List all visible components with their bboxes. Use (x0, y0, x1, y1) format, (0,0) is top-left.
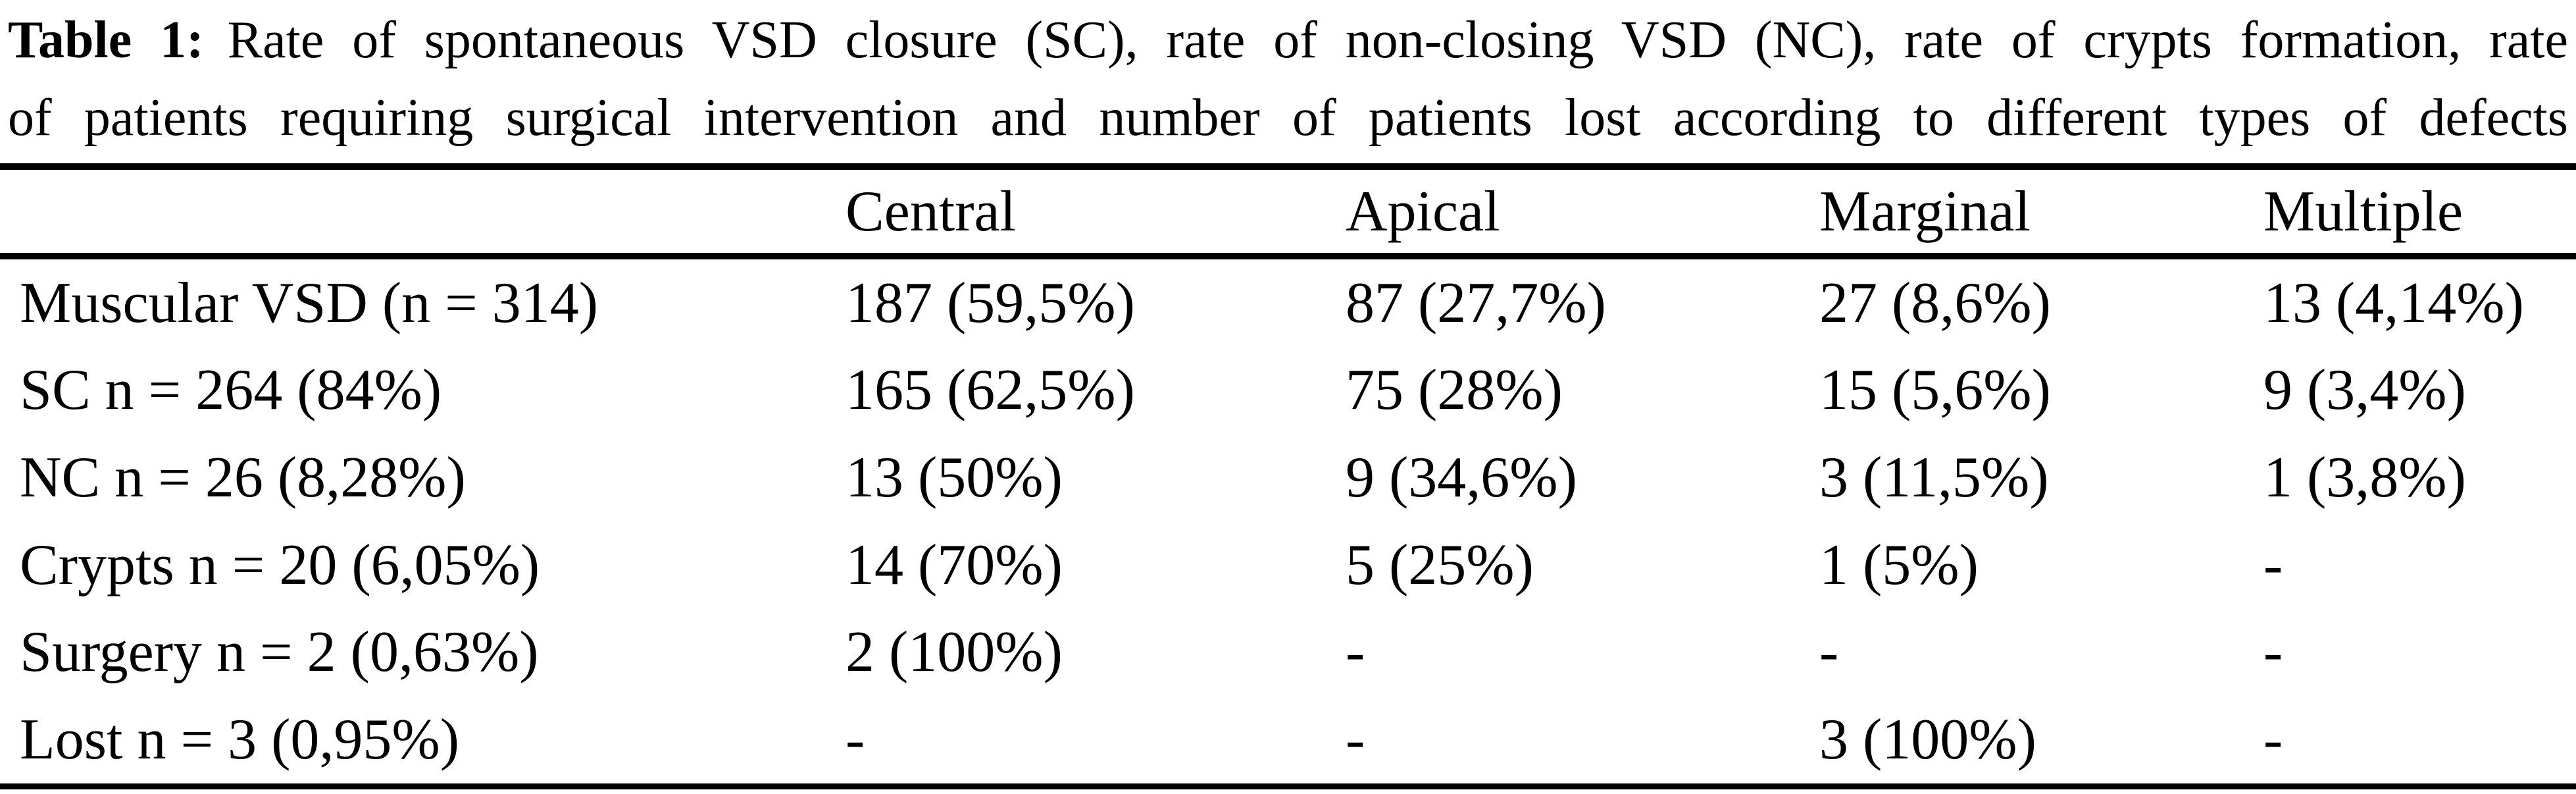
data-cell-central: 13 (50%) (846, 446, 1063, 510)
row-label-cell: Muscular VSD (n = 314) (20, 271, 599, 335)
table-caption-text-line1: Rate of spontaneous VSD closure (SC), ra… (227, 11, 2569, 69)
table-row: Surgery n = 2 (0,63%) 2 (100%) - - - (0, 609, 2576, 697)
data-cell-marginal: - (1819, 620, 1839, 685)
table-row: SC n = 264 (84%) 165 (62,5%) 75 (28%) 15… (0, 347, 2576, 435)
data-cell-central: - (846, 708, 865, 772)
data-cell-multiple: - (2263, 533, 2283, 597)
table-row: Muscular VSD (n = 314) 187 (59,5%) 87 (2… (0, 259, 2576, 347)
data-cell-central: 187 (59,5%) (846, 271, 1135, 335)
data-cell-apical: 5 (25%) (1346, 533, 1534, 597)
table-bottom-rule (0, 783, 2576, 789)
data-cell-central: 165 (62,5%) (846, 358, 1135, 423)
table-row: Crypts n = 20 (6,05%) 14 (70%) 5 (25%) 1… (0, 521, 2576, 609)
data-cell-central: 14 (70%) (846, 533, 1063, 597)
data-table-body: Muscular VSD (n = 314) 187 (59,5%) 87 (2… (0, 259, 2576, 783)
data-cell-marginal: 1 (5%) (1819, 533, 1979, 597)
data-cell-marginal: 15 (5,6%) (1819, 358, 2051, 423)
row-label-cell: Crypts n = 20 (6,05%) (20, 533, 540, 597)
column-header-multiple: Multiple (2263, 179, 2463, 244)
data-cell-multiple: 1 (3,8%) (2263, 446, 2466, 510)
data-cell-apical: - (1346, 620, 1365, 685)
caption-line1: Table 1: Rate of spontaneous VSD closure … (8, 11, 2568, 69)
data-cell-apical: 9 (34,6%) (1346, 446, 1577, 510)
column-header-central: Central (846, 179, 1017, 244)
table-caption-label: Table 1: (8, 11, 204, 69)
row-label-cell: Lost n = 3 (0,95%) (20, 708, 459, 772)
table-row: NC n = 26 (8,28%) 13 (50%) 9 (34,6%) 3 (… (0, 434, 2576, 521)
data-cell-multiple: 13 (4,14%) (2263, 271, 2524, 335)
data-cell-marginal: 3 (11,5%) (1819, 446, 2049, 510)
table-row: Lost n = 3 (0,95%) - - 3 (100%) - (0, 696, 2576, 783)
data-cell-apical: 87 (27,7%) (1346, 271, 1606, 335)
data-cell-central: 2 (100%) (846, 620, 1063, 685)
table-caption: Table 1: Rate of spontaneous VSD closure … (8, 1, 2568, 157)
data-cell-apical: 75 (28%) (1346, 358, 1563, 423)
row-label-cell: Surgery n = 2 (0,63%) (20, 620, 539, 685)
row-label-cell: SC n = 264 (84%) (20, 358, 442, 423)
data-cell-marginal: 27 (8,6%) (1819, 271, 2051, 335)
column-header-marginal: Marginal (1819, 179, 2031, 244)
data-cell-multiple: 9 (3,4%) (2263, 358, 2466, 423)
data-cell-apical: - (1346, 708, 1365, 772)
data-cell-multiple: - (2263, 620, 2283, 685)
table-top-rule (0, 163, 2576, 170)
row-label-cell: NC n = 26 (8,28%) (20, 446, 466, 510)
table-header-rule (0, 253, 2576, 259)
column-header-apical: Apical (1346, 179, 1500, 244)
table-caption-text-line2: of patients requiring surgical intervent… (8, 89, 2568, 147)
data-cell-multiple: - (2263, 708, 2283, 772)
table-header-row: Central Apical Marginal Multiple (0, 170, 2576, 253)
data-cell-marginal: 3 (100%) (1819, 708, 2036, 772)
